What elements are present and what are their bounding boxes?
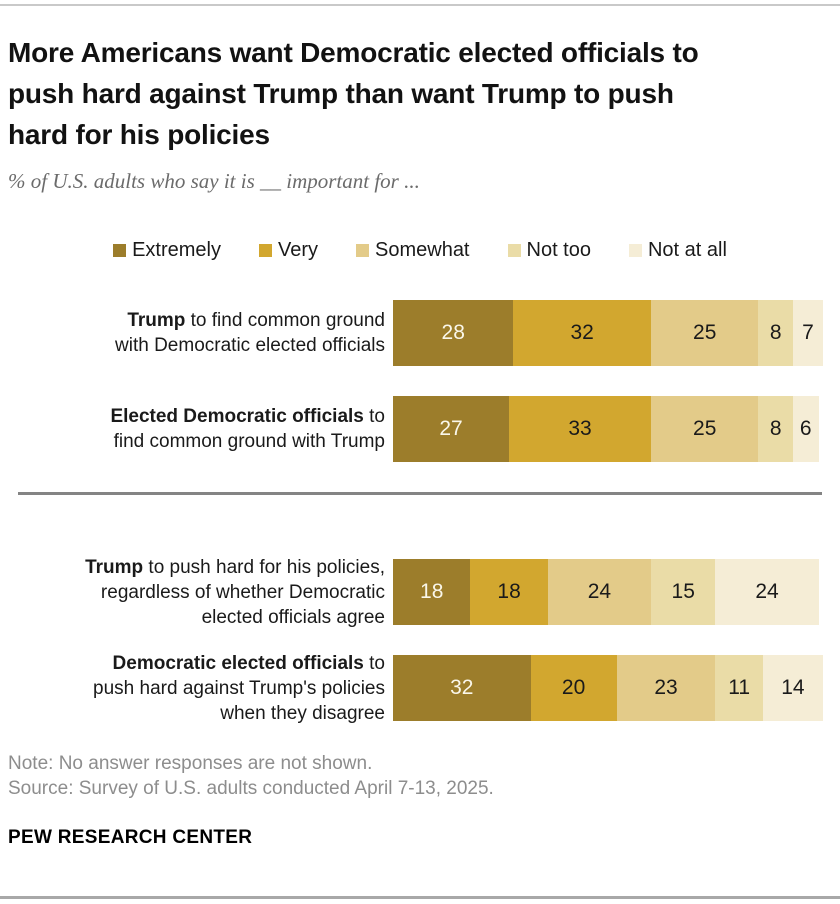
legend-item: Very <box>258 239 318 262</box>
chart-row: Trump to find common ground with Democra… <box>8 300 832 366</box>
chart-title: More Americans want Democratic elected o… <box>8 37 699 150</box>
bar-segment: 6 <box>792 396 819 462</box>
bar-segment: 15 <box>650 559 716 625</box>
bottom-rule <box>0 896 840 899</box>
chart-row: Trump to push hard for his policies, reg… <box>8 557 832 628</box>
legend-label: Not too <box>526 239 591 261</box>
legend-item: Not at all <box>628 239 727 262</box>
row-label: Elected Democratic officials to find com… <box>8 404 385 454</box>
legend: Extremely Very Somewhat Not too Not at all <box>8 239 832 262</box>
bar-segment: 8 <box>758 300 793 366</box>
note-text: Note: No answer responses are not shown. <box>8 753 373 774</box>
bar-segment: 32 <box>513 300 651 366</box>
legend-swatch-icon <box>628 244 642 257</box>
footer: Note: No answer responses are not shown.… <box>8 751 832 849</box>
brand-wordmark: PEW RESEARCH CENTER <box>8 827 253 848</box>
bar-segment: 8 <box>758 396 793 462</box>
bar-segment: 24 <box>715 559 819 625</box>
legend-swatch-icon <box>507 244 521 257</box>
top-rule <box>0 4 840 6</box>
legend-item: Somewhat <box>356 239 470 262</box>
legend-item: Not too <box>507 239 591 262</box>
bar-segment: 25 <box>650 396 759 462</box>
legend-label: Extremely <box>132 239 221 261</box>
chart-row: Elected Democratic officials to find com… <box>8 396 832 462</box>
bar-segment: 24 <box>547 559 651 625</box>
source-text: Source: Survey of U.S. adults conducted … <box>8 778 494 799</box>
bar-segment: 18 <box>393 559 471 625</box>
bar-segment: 28 <box>393 300 514 366</box>
legend-swatch-icon <box>113 244 127 257</box>
row-label-rest: to find common ground with Democratic el… <box>115 310 385 356</box>
row-label-bold: Democratic elected officials <box>112 652 364 674</box>
row-label-bold: Elected Democratic officials <box>110 406 364 427</box>
row-label-rest: to push hard against Trump's policies wh… <box>93 652 385 724</box>
stacked-bar-chart: Trump to find common ground with Democra… <box>8 300 832 724</box>
bar-segment: 25 <box>650 300 759 366</box>
group-divider <box>18 492 822 495</box>
row-label: Trump to find common ground with Democra… <box>8 308 385 358</box>
legend-label: Not at all <box>647 239 727 261</box>
row-label-rest: to find common ground with Trump <box>113 406 385 452</box>
bar-segment: 23 <box>616 655 716 721</box>
row-label-bold: Trump <box>127 310 186 331</box>
stacked-bar: 32 20 23 11 14 <box>393 655 823 721</box>
stacked-bar: 18 18 24 15 24 <box>393 559 819 625</box>
bar-segment: 32 <box>393 655 531 721</box>
stacked-bar: 27 33 25 8 6 <box>393 396 819 462</box>
legend-swatch-icon <box>258 244 272 257</box>
bar-segment: 18 <box>470 559 548 625</box>
chart-subtitle: % of U.S. adults who say it is __ import… <box>8 169 420 193</box>
legend-label: Somewhat <box>375 239 470 261</box>
stacked-bar: 28 32 25 8 7 <box>393 300 823 366</box>
chart-row: Democratic elected officials to push har… <box>8 653 832 724</box>
bar-segment: 14 <box>762 655 823 721</box>
legend-label: Very <box>277 239 318 261</box>
row-label-rest: to push hard for his policies, regardles… <box>100 556 385 628</box>
bar-segment: 7 <box>792 300 823 366</box>
bar-segment: 27 <box>393 396 510 462</box>
legend-swatch-icon <box>356 244 369 257</box>
row-label: Democratic elected officials to push har… <box>8 651 385 726</box>
bar-segment: 33 <box>509 396 651 462</box>
content: More Americans want Democratic elected o… <box>8 37 832 849</box>
legend-item: Extremely <box>113 239 221 262</box>
row-label: Trump to push hard for his policies, reg… <box>8 555 385 630</box>
row-label-bold: Trump <box>85 556 144 578</box>
bar-segment: 11 <box>715 655 763 721</box>
bar-segment: 20 <box>530 655 617 721</box>
